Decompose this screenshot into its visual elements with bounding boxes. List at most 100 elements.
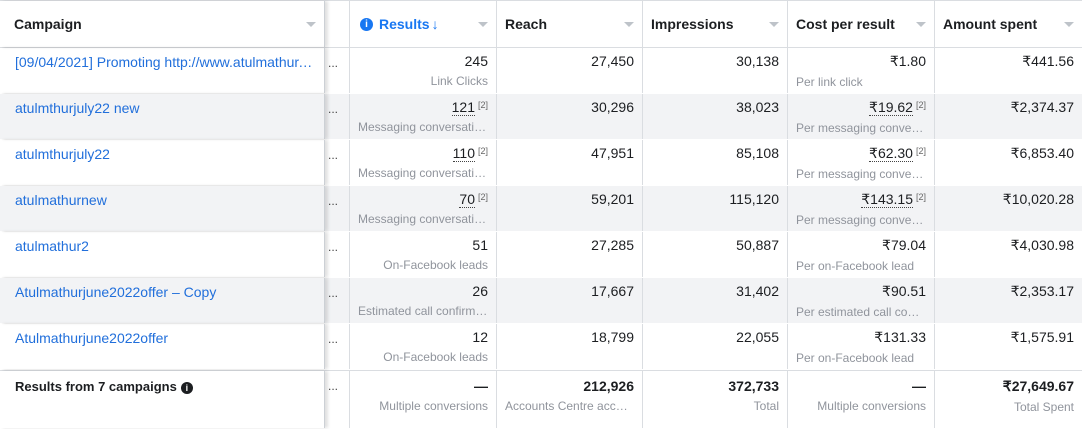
reach-cell: 47,951	[497, 140, 643, 185]
campaign-name-link[interactable]: atulmthurjuly22 new	[15, 100, 140, 116]
impressions-cell: 30,138	[643, 48, 788, 93]
cost-per-result-value: ₹79.04	[882, 237, 926, 253]
reach-value: 59,201	[591, 191, 634, 207]
results-value: 26	[472, 283, 488, 299]
results-sub: Messaging conversations started	[358, 166, 488, 180]
campaign-cell: [09/04/2021] Promoting http://www.atulma…	[0, 48, 325, 93]
info-icon[interactable]: i	[360, 17, 373, 31]
campaign-name-link[interactable]: atulmthurjuly22	[15, 146, 110, 162]
campaign-name-link[interactable]: [09/04/2021] Promoting http://www.atulma…	[15, 54, 316, 70]
cost-per-result-sub: Per messaging conversation started	[796, 167, 926, 181]
info-icon[interactable]: i	[180, 382, 193, 394]
header-label: Campaign	[14, 16, 82, 32]
results-value[interactable]: 70	[459, 191, 475, 208]
campaign-name-link[interactable]: Atulmathurjune2022offer	[15, 330, 169, 346]
total-impressions-sub: Total	[753, 399, 779, 413]
impressions-value: 115,120	[729, 191, 779, 207]
results-note: [2]	[477, 192, 488, 202]
caret-down-icon[interactable]	[1064, 22, 1074, 27]
amount-spent-cell: ₹4,030.98	[935, 232, 1082, 277]
results-cell: 245 Link Clicks	[350, 48, 497, 93]
table-row: [09/04/2021] Promoting http://www.atulma…	[0, 48, 1082, 94]
table-footer: Results from 7 campaigns i ... — Multiple …	[0, 370, 1082, 429]
campaign-cell: atulmathur2	[0, 232, 325, 277]
header-label: Impressions	[651, 16, 734, 32]
table-row: atulmthurjuly22 ... 110 [2] Messaging conve…	[0, 140, 1082, 186]
column-header-campaign[interactable]: Campaign	[0, 1, 325, 47]
column-header-spacer	[325, 1, 350, 47]
cost-per-result-cell: ₹79.04 Per on-Facebook lead	[788, 232, 935, 277]
results-sub: Estimated call confirmations	[358, 304, 488, 318]
campaign-name-link[interactable]: atulmathurnew	[15, 192, 107, 208]
campaign-cell: atulmthurjuly22	[0, 140, 325, 185]
column-header-results[interactable]: i Results ↓	[350, 1, 497, 47]
results-value[interactable]: 110	[452, 145, 475, 162]
column-header-amount-spent[interactable]: Amount spent	[935, 1, 1082, 47]
column-header-reach[interactable]: Reach	[497, 1, 643, 47]
amount-spent-value: ₹1,575.91	[1010, 329, 1074, 345]
amount-spent-value: ₹4,030.98	[1010, 237, 1074, 253]
amount-spent-cell: ₹1,575.91	[935, 324, 1082, 369]
cost-per-result-value[interactable]: ₹62.30	[869, 145, 913, 162]
cost-per-result-sub: Per on-Facebook lead	[796, 259, 915, 273]
column-header-impressions[interactable]: Impressions	[643, 1, 788, 47]
cost-per-result-sub: Per estimated call confirmation	[796, 305, 926, 319]
reach-value: 17,667	[591, 283, 634, 299]
reach-value: 27,450	[591, 53, 634, 69]
total-cost: —	[912, 378, 926, 394]
cost-per-result-value: ₹1.80	[889, 53, 926, 69]
footer-label-cell: Results from 7 campaigns i	[0, 371, 325, 428]
arrow-down-icon: ↓	[431, 16, 439, 32]
results-sub: Messaging conversations started	[358, 212, 488, 226]
results-cell: 26 Estimated call confirmations	[350, 278, 497, 323]
caret-down-icon[interactable]	[769, 22, 779, 27]
amount-spent-cell: ₹2,374.37	[935, 94, 1082, 139]
table-row: atulmthurjuly22 new ... 121 [2] Messaging c…	[0, 94, 1082, 140]
impressions-value: 38,023	[736, 99, 779, 115]
more-options[interactable]: ...	[325, 232, 350, 277]
header-label: Cost per result	[796, 16, 895, 32]
campaign-cell: atulmathurnew	[0, 186, 325, 231]
more-options[interactable]: ...	[325, 278, 350, 323]
more-options[interactable]: ...	[325, 324, 350, 369]
campaign-name-link[interactable]: Atulmathurjune2022offer – Copy	[15, 284, 217, 300]
impressions-value: 85,108	[736, 145, 779, 161]
campaign-cell: Atulmathurjune2022offer – Copy	[0, 278, 325, 323]
impressions-cell: 31,402	[643, 278, 788, 323]
total-results-sub: Multiple conversions	[379, 399, 488, 413]
column-header-cost-per-result[interactable]: Cost per result	[788, 1, 935, 47]
cost-per-result-value[interactable]: ₹19.62	[869, 99, 913, 116]
reach-value: 27,285	[591, 237, 634, 253]
total-cost-sub: Multiple conversions	[817, 399, 926, 413]
more-options[interactable]: ...	[325, 371, 350, 428]
cost-per-result-value: ₹131.33	[874, 329, 926, 345]
cost-per-result-cell: ₹62.30[2] Per messaging conversation star…	[788, 140, 935, 185]
total-amount: ₹27,649.67	[1002, 378, 1074, 394]
more-options[interactable]: ...	[325, 94, 350, 139]
results-cell: 121[2] Messaging conversations started	[350, 94, 497, 139]
results-sub: Link Clicks	[430, 74, 488, 88]
reach-cell: 18,799	[497, 324, 643, 369]
amount-spent-value: ₹2,353.17	[1010, 283, 1074, 299]
table-header: Campaign i Results ↓ Reach Impressions Cos…	[0, 0, 1082, 48]
impressions-cell: 115,120	[643, 186, 788, 231]
amount-spent-value: ₹2,374.37	[1010, 99, 1074, 115]
caret-down-icon[interactable]	[306, 22, 316, 27]
caret-down-icon[interactable]	[478, 22, 488, 27]
caret-down-icon[interactable]	[624, 22, 634, 27]
more-options[interactable]: ...	[325, 186, 350, 231]
results-value[interactable]: 121	[451, 99, 475, 116]
total-amount-sub: Total Spent	[1013, 400, 1074, 414]
reach-cell: 17,667	[497, 278, 643, 323]
campaign-name-link[interactable]: atulmathur2	[15, 238, 89, 254]
cost-per-result-cell: ₹131.33 Per on-Facebook lead	[788, 324, 935, 369]
cost-per-result-value[interactable]: ₹143.15	[861, 191, 913, 208]
results-note: [2]	[477, 146, 488, 156]
cost-per-result-cell: ₹19.62[2] Per messaging conversation star…	[788, 94, 935, 139]
more-options[interactable]: ...	[325, 48, 350, 93]
cost-per-result-cell: ₹90.51 Per estimated call confirmation	[788, 278, 935, 323]
more-options[interactable]: ...	[325, 140, 350, 185]
header-label: Amount spent	[943, 16, 1038, 32]
caret-down-icon[interactable]	[916, 22, 926, 27]
